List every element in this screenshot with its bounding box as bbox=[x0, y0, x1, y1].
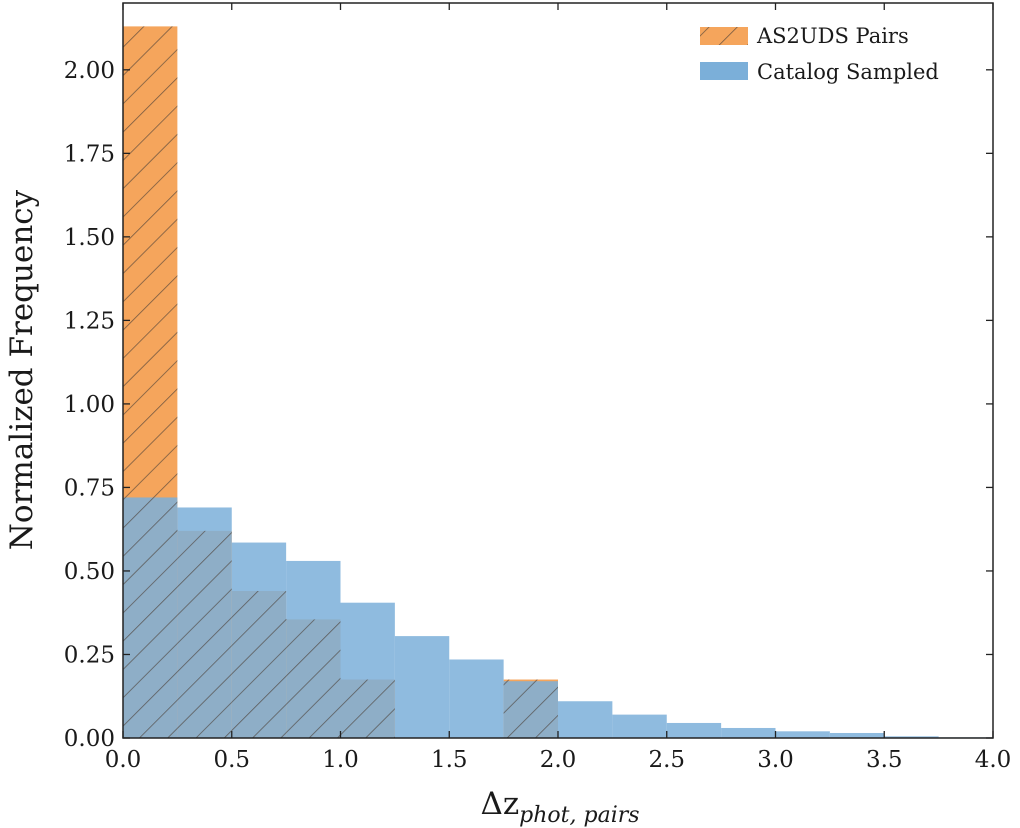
bar-catalog bbox=[394, 636, 450, 738]
bar-as2uds-hatch bbox=[123, 26, 178, 739]
bar-catalog bbox=[666, 722, 722, 738]
y-tick-label: 0.25 bbox=[64, 642, 115, 668]
legend: AS2UDS Pairs Catalog Sampled bbox=[700, 24, 939, 84]
x-axis-title-subscript: phot, pairs bbox=[519, 803, 639, 828]
x-axis-title: Δzphot, pairs bbox=[480, 786, 639, 828]
x-tick-label: 0.0 bbox=[105, 747, 142, 773]
x-tick-label: 3.0 bbox=[757, 747, 794, 773]
y-tick-label: 0.00 bbox=[64, 726, 115, 752]
y-tick-label: 1.50 bbox=[64, 225, 115, 251]
bar-as2uds-hatch bbox=[503, 679, 558, 738]
legend-label-as2uds: AS2UDS Pairs bbox=[756, 24, 909, 48]
bar-catalog bbox=[884, 736, 939, 738]
as2uds-hatch-overlay bbox=[123, 26, 558, 739]
x-tick-label: 0.5 bbox=[213, 747, 250, 773]
bar-as2uds-hatch bbox=[177, 530, 232, 738]
bar-catalog bbox=[775, 731, 830, 738]
x-axis-ticks: 0.0 0.5 1.0 1.5 2.0 2.5 3.0 3.5 4.0 bbox=[105, 3, 1012, 773]
y-axis-title: Normalized Frequency bbox=[4, 189, 40, 550]
x-tick-label: 1.0 bbox=[322, 747, 359, 773]
bar-catalog bbox=[558, 701, 613, 738]
bar-as2uds-hatch bbox=[286, 619, 341, 738]
legend-label-catalog: Catalog Sampled bbox=[757, 60, 939, 84]
y-tick-label: 2.00 bbox=[64, 58, 115, 84]
x-tick-label: 3.5 bbox=[866, 747, 903, 773]
y-tick-label: 0.75 bbox=[64, 475, 115, 501]
y-tick-label: 1.25 bbox=[64, 308, 115, 334]
y-tick-label: 0.50 bbox=[64, 559, 115, 585]
bar-catalog bbox=[449, 659, 504, 738]
bar-as2uds-hatch bbox=[231, 591, 287, 738]
x-tick-label: 2.5 bbox=[648, 747, 685, 773]
y-tick-label: 1.00 bbox=[64, 392, 115, 418]
x-tick-label: 1.5 bbox=[431, 747, 468, 773]
x-axis-title-base: Δz bbox=[480, 786, 519, 822]
legend-swatch-as2uds-hatch bbox=[700, 27, 748, 45]
y-tick-label: 1.75 bbox=[64, 141, 115, 167]
bar-catalog bbox=[829, 732, 885, 738]
x-tick-label: 4.0 bbox=[975, 747, 1012, 773]
bar-catalog bbox=[612, 714, 667, 738]
x-tick-label: 2.0 bbox=[540, 747, 577, 773]
legend-swatch-catalog bbox=[700, 62, 748, 80]
bar-as2uds-hatch bbox=[340, 679, 395, 738]
bar-catalog bbox=[721, 727, 776, 738]
legend-entry-as2uds: AS2UDS Pairs bbox=[700, 24, 909, 48]
legend-entry-catalog: Catalog Sampled bbox=[700, 60, 939, 84]
y-axis-ticks: 0.00 0.25 0.50 0.75 1.00 1.25 1.50 1.75 2.00 bbox=[64, 58, 993, 752]
